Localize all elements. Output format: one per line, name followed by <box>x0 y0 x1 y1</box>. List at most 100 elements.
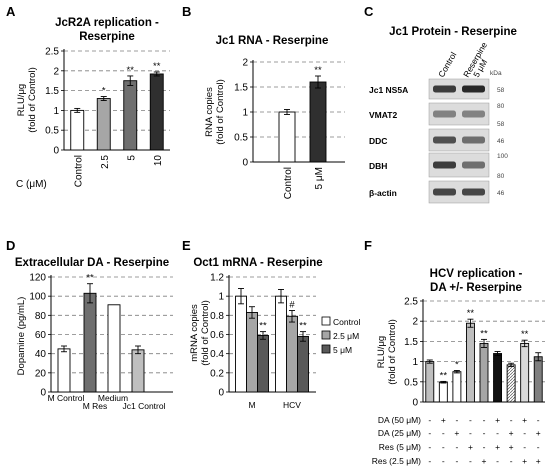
blot-marker: 46 <box>497 190 505 197</box>
chart-b-ylabel: (fold of Control) <box>215 79 226 144</box>
chart-a-ylabel: RLU/μg <box>16 84 27 116</box>
chart-f-condition-mark: - <box>483 415 486 425</box>
chart-f-ytick-label: 2 <box>412 317 418 328</box>
chart-e: Oct1 mRNA - Reserpine 0 0.2 0.4 0.6 0.8 1 1.2 mR… <box>189 257 361 410</box>
chart-f-condition-mark: - <box>442 456 445 466</box>
chart-e-ytick-label: 0.2 <box>210 368 224 379</box>
chart-f-significance: ** <box>467 308 475 319</box>
chart-a-ylabel: (fold of Control) <box>27 67 38 132</box>
chart-a-bar <box>96 98 111 151</box>
chart-f-condition-mark: - <box>455 415 458 425</box>
chart-f-condition-mark: - <box>428 456 431 466</box>
blot-band <box>433 161 456 169</box>
blot-strip <box>428 102 490 126</box>
chart-f-condition-mark: - <box>469 456 472 466</box>
blot-row-label: DBH <box>369 161 387 171</box>
chart-f-condition-mark: - <box>455 442 458 452</box>
chart-a: JcR2A replication - Reserpine 0 0.5 1 1.5 2 2.5… <box>16 17 170 190</box>
chart-f-condition-mark: + <box>509 428 514 438</box>
chart-e-ytick-label: 0 <box>218 388 224 399</box>
chart-a-title: Reserpine <box>79 31 135 43</box>
blot-marker: 58 <box>497 87 505 94</box>
chart-f-condition-mark: - <box>442 428 445 438</box>
blot-title: Jc1 Protein - Reserpine <box>389 26 517 38</box>
chart-f-ytick-label: 1 <box>412 357 418 368</box>
chart-b-ytick-label: 1.5 <box>234 83 248 94</box>
chart-b: Jc1 RNA - Reserpine 0 0.5 1 1.5 2 RNA copies (f… <box>204 35 345 199</box>
chart-b-ytick-label: 1 <box>242 108 248 119</box>
chart-f-ytick-label: 0.5 <box>404 377 418 388</box>
chart-e-ylabel: mRNA copies <box>189 304 200 362</box>
blot-band <box>433 110 456 118</box>
chart-f-condition-mark: + <box>468 442 473 452</box>
chart-e-ytick-label: 0.6 <box>210 330 224 341</box>
chart-d-ytick-label: 80 <box>35 311 47 322</box>
chart-d: Extracellular DA - Reserpine 0 20 40 60 80 100… <box>15 257 173 411</box>
chart-f-condition-mark: + <box>482 456 487 466</box>
chart-f-condition-label: Res (2.5 μM) <box>372 456 421 466</box>
chart-b-category-label: 5 μM <box>314 167 325 189</box>
chart-f-condition-mark: - <box>428 415 431 425</box>
chart-f-title: DA +/- Reserpine <box>430 282 522 294</box>
blot-strip <box>428 78 490 100</box>
chart-e-significance: ** <box>299 321 307 332</box>
chart-f-condition-mark: + <box>454 428 459 438</box>
chart-d-category-label: M Res <box>83 401 108 411</box>
chart-d-significance: ** <box>86 273 94 284</box>
chart-f-bar <box>533 356 543 403</box>
chart-d-ytick-label: 120 <box>29 273 46 284</box>
blot-strip <box>428 128 490 152</box>
chart-f-condition-mark: - <box>469 415 472 425</box>
chart-e-legend-swatch <box>321 344 331 354</box>
chart-a-significance: * <box>102 86 106 97</box>
chart-f-condition-mark: + <box>536 456 541 466</box>
blot-marker: 46 <box>497 138 505 145</box>
chart-a-ytick-label: 1.5 <box>45 86 59 97</box>
chart-f-bar <box>506 364 516 403</box>
chart-f-condition-mark: + <box>509 442 514 452</box>
chart-a-category-label: 5 <box>126 155 137 161</box>
panel-label-a: A <box>6 4 16 19</box>
chart-d-category-label: Jc1 Control <box>123 401 166 411</box>
chart-f-bar <box>520 342 530 403</box>
chart-f: HCV replication - DA +/- Reserpine 0 0.5 1 1.… <box>372 268 545 466</box>
panel-label-d: D <box>6 238 15 253</box>
chart-e-legend-swatch <box>321 330 331 340</box>
chart-a-ytick-label: 0 <box>53 146 59 157</box>
chart-f-title: HCV replication - <box>430 268 523 280</box>
chart-a-significance: ** <box>127 65 135 76</box>
chart-f-condition-mark: - <box>428 428 431 438</box>
chart-d-bar <box>107 304 121 393</box>
blot-band <box>462 161 485 169</box>
chart-b-bar <box>309 81 327 163</box>
blot-band <box>433 85 456 93</box>
blot-band <box>433 136 456 144</box>
chart-d-bar <box>83 292 97 393</box>
chart-f-condition-mark: - <box>510 415 513 425</box>
chart-d-ytick-label: 60 <box>35 330 47 341</box>
chart-e-significance: ** <box>259 321 267 332</box>
chart-e-legend-label: Control <box>333 317 361 327</box>
chart-f-condition-mark: - <box>496 428 499 438</box>
chart-f-bar <box>452 371 462 403</box>
chart-d-ylabel: Dopamine (pg/mL) <box>16 297 27 376</box>
chart-d-ytick-label: 0 <box>40 388 46 399</box>
chart-f-condition-mark: + <box>522 456 527 466</box>
chart-f-condition-mark: + <box>441 415 446 425</box>
chart-f-ytick-label: 0 <box>412 398 418 409</box>
blot-marker: 100 <box>497 153 508 160</box>
chart-e-bar <box>235 295 247 393</box>
chart-e-ytick-label: 1.2 <box>210 273 224 284</box>
chart-f-bar <box>479 342 489 403</box>
chart-f-condition-mark: + <box>495 415 500 425</box>
chart-f-condition-mark: - <box>510 456 513 466</box>
panel-label-c: C <box>364 4 374 19</box>
chart-f-condition-label: DA (25 μM) <box>378 428 421 438</box>
chart-b-category-label: Control <box>283 167 294 199</box>
chart-f-condition-label: Res (5 μM) <box>379 442 421 452</box>
blot-band <box>462 188 485 196</box>
chart-f-condition-mark: + <box>536 428 541 438</box>
chart-e-category-label: M <box>248 400 255 410</box>
chart-f-significance: ** <box>480 328 488 339</box>
